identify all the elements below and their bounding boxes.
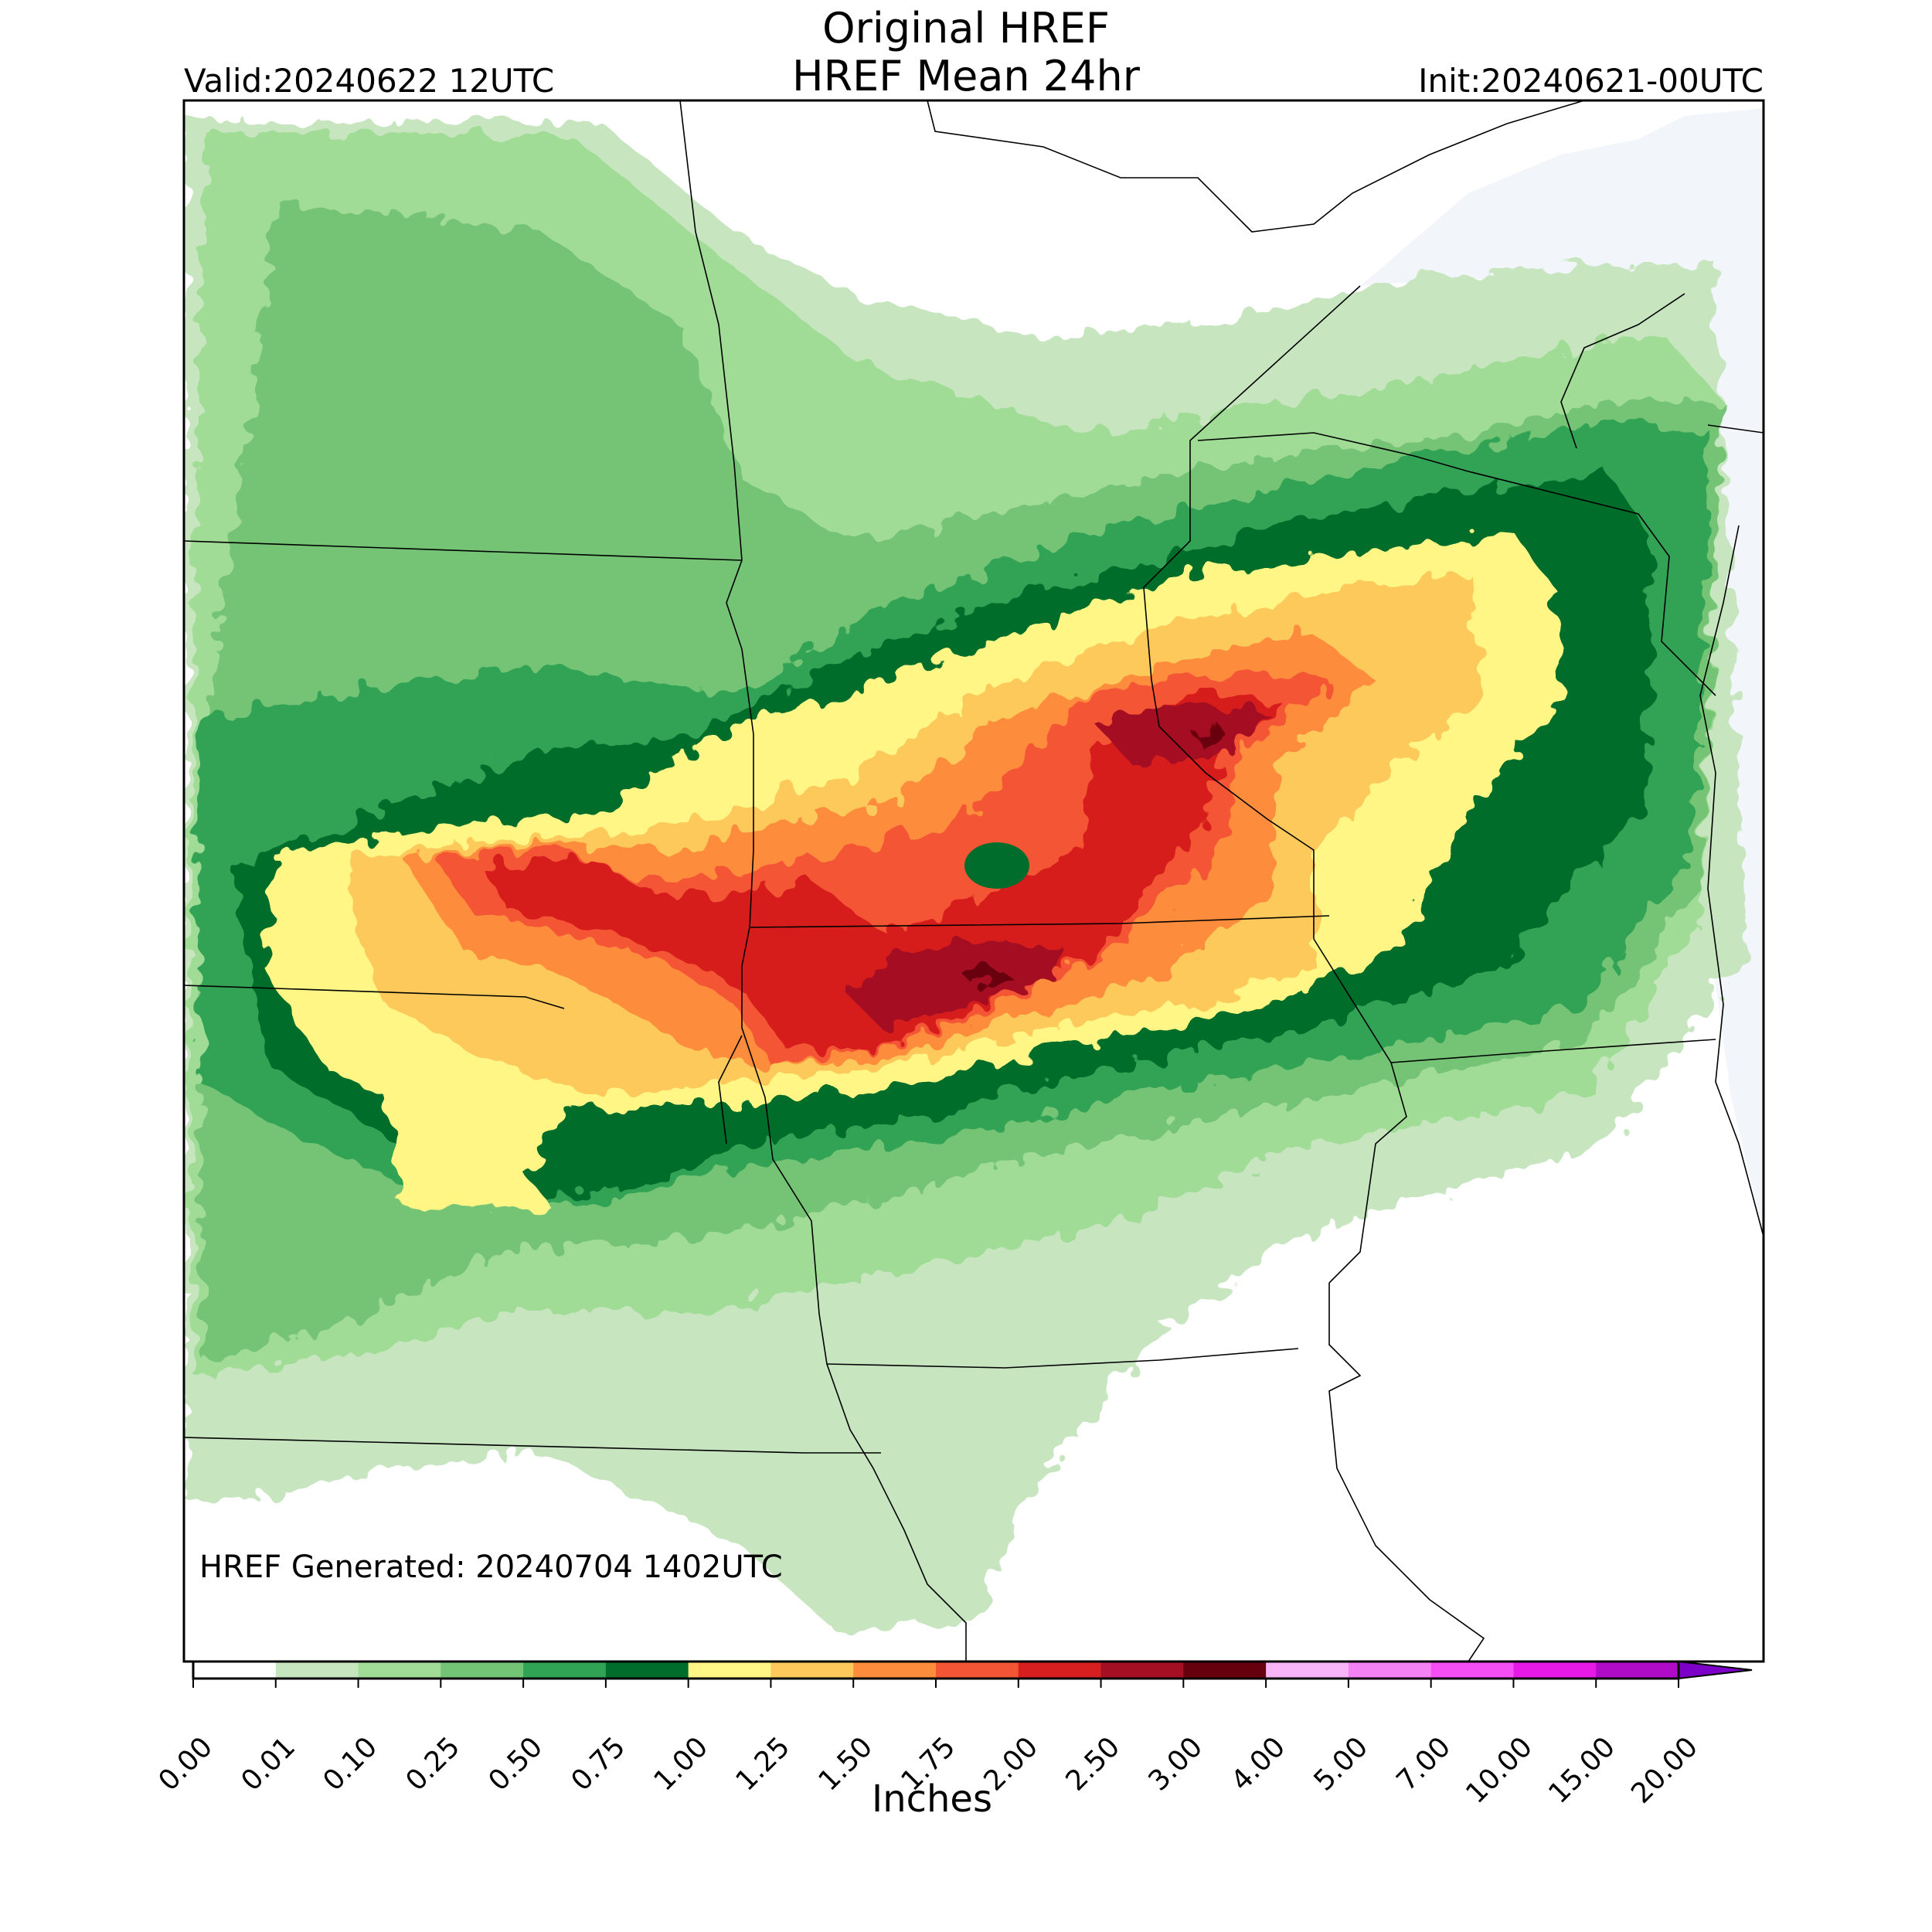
valid-time: Valid:20240622 12UTC (184, 62, 555, 100)
colorbar-segment (275, 1662, 359, 1679)
colorbar-segment (193, 1662, 277, 1679)
lake-superior (1360, 108, 1764, 556)
colorbar-segment (688, 1662, 771, 1679)
colorbar-segment (770, 1662, 854, 1679)
colorbar (192, 1660, 1753, 1688)
colorbar-segment (1348, 1662, 1432, 1679)
colorbar-label: Inches (872, 1777, 992, 1821)
colorbar-segment (523, 1662, 607, 1679)
colorbar-segment (1266, 1662, 1349, 1679)
colorbar-segment (853, 1662, 937, 1679)
colorbar-extend-arrow (1678, 1660, 1753, 1680)
colorbar-segment (1018, 1662, 1102, 1679)
colorbar-segment (358, 1662, 441, 1679)
colorbar-segment (1430, 1662, 1514, 1679)
chart-title-line1: Original HREF (822, 4, 1110, 53)
generated-note: HREF Generated: 20240704 1402UTC (199, 1549, 783, 1585)
colorbar-segment (1100, 1662, 1184, 1679)
init-time: Init:20240621-00UTC (1418, 62, 1764, 100)
precip-field (184, 120, 1747, 1631)
chart-title-line2: HREF Mean 24hr (792, 52, 1140, 100)
colorbar-segment (1513, 1662, 1597, 1679)
colorbar-segment (936, 1662, 1019, 1679)
precip-2.50 (850, 703, 1267, 1028)
colorbar-segment (1596, 1662, 1679, 1679)
dry-pocket (964, 842, 1029, 889)
colorbar-segment (1183, 1662, 1267, 1679)
boundaries (184, 100, 1764, 1662)
colorbar-segment (605, 1662, 689, 1679)
colorbar-segment (440, 1662, 524, 1679)
